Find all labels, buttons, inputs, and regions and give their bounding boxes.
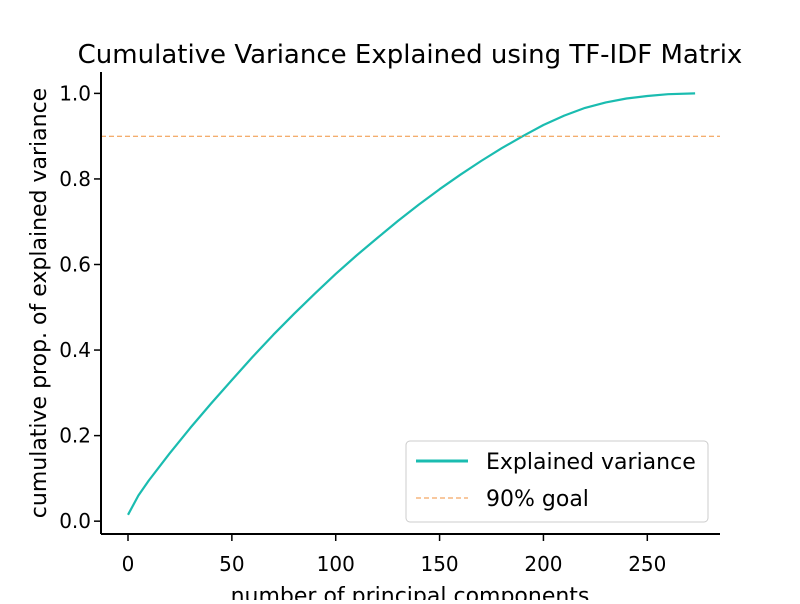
series-line-explained-variance	[127, 92, 696, 516]
x-tick-label: 250	[628, 552, 666, 576]
legend: Explained variance 90% goal	[405, 440, 709, 523]
x-tick-label: 150	[420, 552, 458, 576]
plot-area	[101, 92, 720, 516]
chart-title: Cumulative Variance Explained using TF-I…	[78, 40, 743, 70]
x-tick-label: 200	[524, 552, 562, 576]
axes	[94, 72, 720, 541]
legend-label-90-goal: 90% goal	[486, 487, 589, 512]
y-tick-label: 0.0	[59, 509, 91, 533]
tick-labels: 0 50 100 150 200 250 0.0 0.2 0.4 0.6 0.8 1.0	[59, 81, 666, 576]
x-axis-label: number of principal components	[231, 584, 590, 600]
y-tick-label: 0.8	[59, 167, 91, 191]
y-tick-label: 1.0	[59, 81, 91, 105]
x-tick-label: 0	[122, 552, 135, 576]
y-tick-label: 0.4	[59, 338, 91, 362]
y-axis-label: cumulative prop. of explained variance	[27, 88, 52, 518]
x-tick-label: 50	[219, 552, 244, 576]
y-tick-label: 0.6	[59, 253, 91, 277]
legend-label-explained-variance: Explained variance	[486, 450, 696, 475]
x-tick-label: 100	[317, 552, 355, 576]
legend-frame	[405, 440, 709, 523]
y-tick-label: 0.2	[59, 424, 91, 448]
